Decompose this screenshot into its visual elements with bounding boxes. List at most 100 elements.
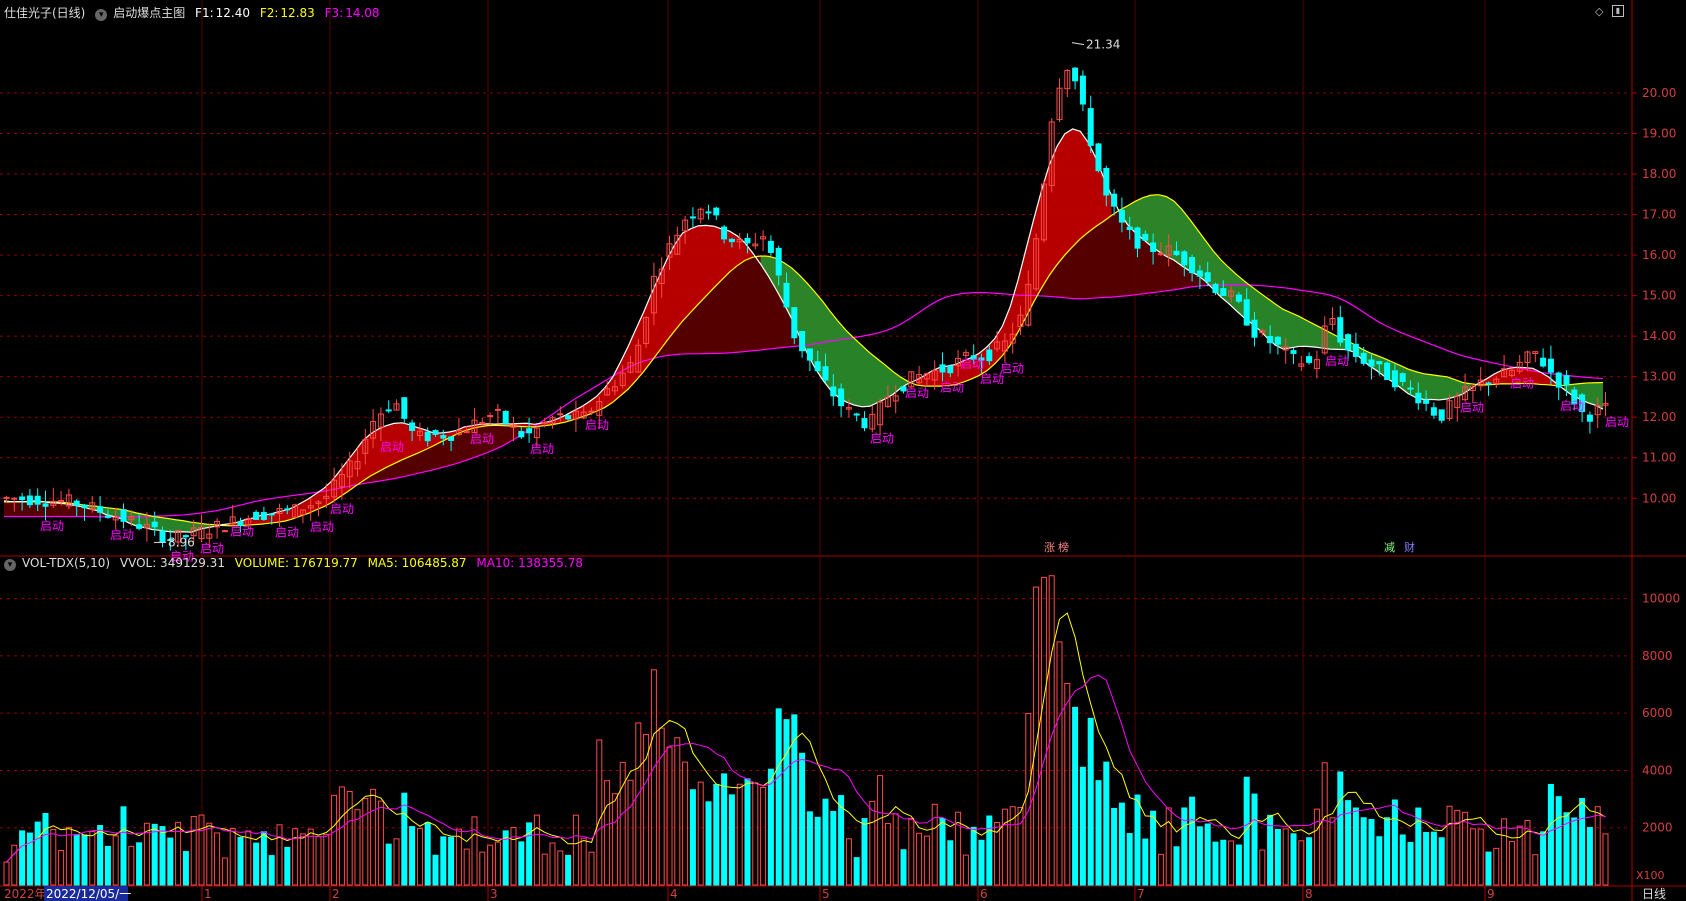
candle-body	[1446, 400, 1453, 419]
f3-label: F3:	[324, 6, 344, 20]
volume-bar	[182, 851, 189, 886]
candle-body	[385, 409, 392, 412]
price-tick-label: 20.00	[1642, 86, 1676, 100]
vol-name[interactable]: VOL-TDX(5,10)	[22, 556, 111, 570]
volume-bar	[518, 841, 525, 886]
candle-body	[1017, 314, 1024, 328]
signal-label: 启动	[1000, 362, 1024, 376]
candle-body	[440, 435, 447, 439]
candle-body	[143, 523, 150, 529]
event-mark: 减	[1384, 541, 1395, 554]
volume-bar	[331, 794, 338, 886]
candle-body	[104, 515, 111, 518]
candle-body	[167, 538, 174, 541]
signal-label: 启动	[1560, 399, 1584, 413]
candle-body	[541, 421, 548, 424]
ma5-value: MA5: 106485.87	[367, 556, 467, 570]
volume-bar	[370, 788, 377, 886]
indicator-name[interactable]: 启动爆点主图	[113, 6, 186, 20]
volume-bar	[1493, 847, 1500, 886]
vol-ma10-line	[6, 674, 1606, 863]
candle-body	[1337, 317, 1344, 343]
candle-body	[814, 361, 821, 372]
volume-bar	[1547, 783, 1554, 886]
volume-bar	[1524, 820, 1531, 886]
volume-bar	[845, 838, 852, 886]
volume-bar	[19, 830, 26, 886]
candle-body	[1111, 193, 1118, 207]
candle-body	[1274, 336, 1281, 345]
volume-bar	[728, 794, 735, 886]
candle-body	[1267, 336, 1274, 344]
candle-body	[892, 395, 899, 402]
volume-bar	[721, 773, 728, 886]
candle-body	[970, 355, 977, 360]
volume-bar	[884, 823, 891, 886]
volume-bar	[221, 857, 228, 886]
volume-bar	[440, 836, 447, 886]
volume-bar	[572, 814, 579, 886]
candle-body	[908, 371, 915, 388]
candle-body	[1532, 351, 1539, 354]
volume-bar	[323, 833, 330, 886]
candle-body	[1001, 340, 1008, 352]
candle-body	[370, 421, 377, 439]
candle-body	[588, 410, 595, 413]
candle-body	[1407, 387, 1414, 390]
candle-body	[268, 513, 275, 516]
high-price-label: 21.34	[1086, 38, 1120, 52]
vol-dropdown-icon[interactable]: ▾	[4, 559, 16, 571]
candle-body	[1329, 318, 1336, 325]
candle-body	[3, 496, 10, 499]
signal-label: 启动	[585, 418, 609, 432]
candle-body	[253, 511, 260, 520]
volume-bar	[510, 826, 517, 886]
candle-body	[1072, 67, 1079, 82]
candle-body	[190, 527, 197, 537]
candle-body	[1602, 403, 1609, 406]
candle-body	[923, 373, 930, 380]
volume-bar	[448, 836, 455, 886]
candle-body	[643, 317, 650, 344]
event-mark: 榜	[1058, 540, 1069, 554]
volume-bar	[424, 822, 431, 886]
volume-bar	[1173, 846, 1180, 886]
volume-bar	[627, 779, 634, 886]
volume-bar	[89, 830, 96, 886]
window-icon[interactable]: ▮	[1612, 5, 1624, 17]
volume-bar	[658, 727, 665, 886]
volume-bar	[1469, 828, 1476, 886]
red-band	[916, 128, 1112, 387]
candle-body	[697, 208, 704, 220]
stock-title[interactable]: 仕佳光子(日线)	[4, 6, 86, 20]
candle-body	[1516, 361, 1523, 372]
month-label: 4	[670, 887, 678, 901]
signal-label: 启动	[1605, 415, 1629, 429]
indicator-dropdown-icon[interactable]: ▾	[95, 9, 108, 21]
candle-body	[533, 427, 540, 439]
candle-body	[838, 388, 845, 407]
volume-bar	[1087, 717, 1094, 886]
price-tick-label: 13.00	[1642, 370, 1676, 384]
volume-bar	[1235, 844, 1242, 886]
vol-tick-label: 10000	[1642, 592, 1680, 606]
price-header: 仕佳光子(日线) ▾ 启动爆点主图 F1: 12.40 F2: 12.83 F3: 14…	[4, 4, 386, 21]
volume-bar	[588, 851, 595, 886]
candle-body	[175, 529, 182, 543]
candle-body	[877, 401, 884, 426]
vvol-value: VVOL: 349129.31	[119, 556, 225, 570]
candle-body	[401, 397, 408, 419]
volume-bar	[705, 801, 712, 886]
candle-body	[299, 509, 306, 516]
volume-bar	[120, 806, 127, 886]
candle-body	[1204, 272, 1211, 282]
candle-body	[1298, 363, 1305, 367]
month-label: 7	[1137, 887, 1145, 901]
volume-bar	[1298, 840, 1305, 886]
volume-bar	[565, 854, 572, 886]
period-label: 日线	[1642, 887, 1666, 901]
diamond-icon[interactable]: ◇	[1595, 5, 1604, 18]
volume-bar	[502, 830, 509, 886]
candle-body	[89, 502, 96, 510]
